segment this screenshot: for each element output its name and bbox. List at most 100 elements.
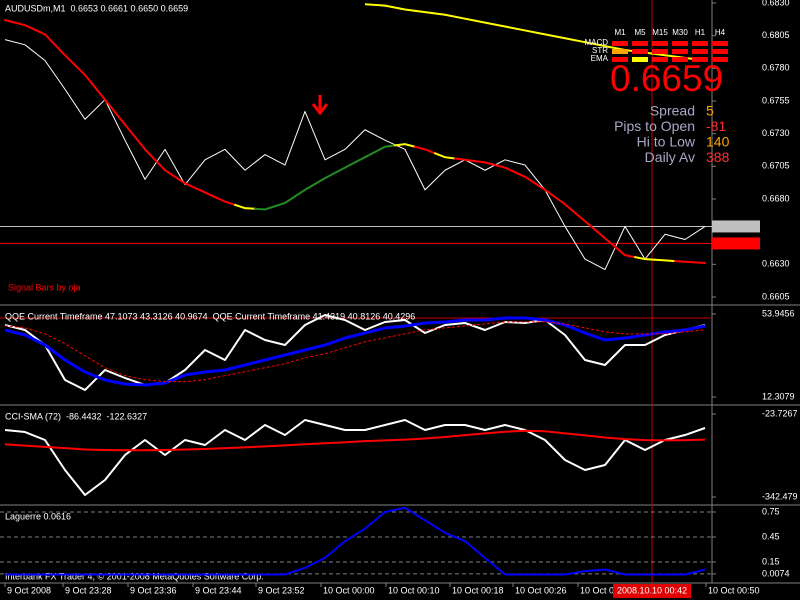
signal-cell	[692, 41, 708, 46]
y-tick-label: 0.6605	[762, 291, 790, 301]
indicator-line-piece	[4, 18, 16, 24]
x-tick-label: 9 Oct 23:36	[130, 585, 177, 595]
y-tick-label: 0.6805	[762, 30, 790, 40]
indicator-line-piece	[334, 161, 356, 174]
x-tick-label: 9 Oct 2008	[7, 585, 51, 595]
signal-cell	[652, 57, 668, 62]
stat-label: Pips to Open	[614, 118, 695, 134]
signal-cell	[672, 49, 688, 54]
panel-title: Laguerre 0.0616	[5, 511, 71, 521]
stat-value: 140	[706, 134, 730, 150]
indicator-line-piece	[514, 171, 536, 185]
indicator-line-piece	[374, 144, 396, 153]
cursor-label: 2008.10.10 00:42	[617, 585, 687, 595]
signal-cell	[712, 57, 728, 62]
y-tick-label: 0.6630	[762, 259, 790, 269]
signal-cell	[712, 49, 728, 54]
panel-title: QQE Current Timeframe 47.1073 43.3126 40…	[5, 311, 415, 321]
signal-cell	[692, 57, 708, 62]
y-tick-label: 0.6780	[762, 63, 790, 73]
signal-arrow	[311, 95, 329, 116]
stat-label: Daily Av	[645, 149, 695, 165]
series-line	[5, 506, 706, 576]
y-tick-label: 0.45	[762, 531, 780, 541]
signal-cell	[672, 57, 688, 62]
y-tick-label: 53.9456	[762, 308, 795, 318]
x-tick-label: 10 Oct 00:50	[708, 585, 760, 595]
y-tick-label: 0.6705	[762, 161, 790, 171]
timeframe-label: H4	[715, 28, 726, 37]
indicator-line-piece	[674, 260, 696, 264]
indicator-line-piece	[54, 43, 76, 67]
indicator-line-piece	[274, 195, 296, 208]
indicator-line-piece	[654, 258, 676, 263]
series-line	[4, 321, 706, 383]
x-tick-label: 10 Oct 00:10	[388, 585, 440, 595]
cursor-label-box	[613, 584, 691, 598]
timeframe-label: M15	[652, 28, 668, 37]
indicator-line-piece	[414, 145, 436, 155]
indicator-line-piece	[354, 150, 376, 164]
timeframe-label: M1	[614, 28, 626, 37]
y-tick-label: 0.6830	[762, 0, 790, 7]
stat-value: -81	[706, 118, 726, 134]
y-tick-label: -23.7267	[762, 408, 798, 418]
indicator-line-piece	[454, 157, 476, 163]
panel-title: AUDUSDm,M1 0.6653 0.6661 0.6650 0.6659	[5, 3, 188, 13]
stat-value: 5	[706, 103, 714, 119]
x-tick-label: 10 Oct 00:26	[515, 585, 567, 595]
x-tick-label: 10 Oct 00:18	[452, 585, 504, 595]
x-tick-label: 9 Oct 23:52	[258, 585, 305, 595]
indicator-line-piece	[94, 86, 116, 114]
indicator-line-piece	[614, 245, 636, 259]
indicator-line-piece	[294, 182, 316, 198]
signal-cell	[632, 49, 648, 54]
indicator-line-piece	[474, 160, 496, 167]
stat-label: Hi to Low	[637, 134, 696, 150]
indicator-line-piece	[314, 171, 336, 185]
indicator-line-piece	[34, 28, 56, 46]
series-line	[4, 39, 706, 271]
indicator-line-piece	[134, 135, 156, 161]
signal-cell	[652, 49, 668, 54]
indicator-line-piece	[494, 164, 516, 174]
x-tick-label: 9 Oct 23:28	[65, 585, 112, 595]
indicator-line-piece	[114, 111, 136, 138]
indicator-line-piece	[394, 143, 416, 148]
indicator-line-piece	[174, 175, 196, 189]
series-line	[4, 316, 706, 387]
series-line	[364, 3, 706, 62]
price-label: 0.6646	[762, 238, 790, 248]
signal-row-label: STR	[592, 46, 608, 55]
indicator-line-piece	[214, 196, 236, 206]
indicator-line-piece	[234, 203, 256, 210]
signal-cell	[612, 41, 628, 46]
indicator-line-piece	[74, 64, 96, 89]
timeframe-label: H1	[695, 28, 706, 37]
y-tick-label: 12.3079	[762, 391, 795, 401]
x-tick-label: 10 Oct 00:00	[323, 585, 375, 595]
signal-cell	[692, 49, 708, 54]
series-line	[4, 314, 706, 391]
series-line	[4, 429, 706, 452]
x-tick-label: 9 Oct 23:44	[195, 585, 242, 595]
y-tick-label: 0.15	[762, 556, 780, 566]
stat-label: Spread	[650, 103, 695, 119]
price-label-box	[712, 237, 760, 250]
y-tick-label: 0.6680	[762, 193, 790, 203]
indicator-line-piece	[194, 186, 216, 199]
stat-value: 388	[706, 149, 730, 165]
signal-row-label: EMA	[591, 54, 609, 63]
y-tick-label: 0.0074	[762, 568, 790, 578]
signal-cell	[652, 41, 668, 46]
signal-row-label: MACD	[584, 38, 608, 47]
timeframe-label: M30	[672, 28, 688, 37]
indicator-line-piece	[154, 158, 176, 178]
y-tick-label: 0.6730	[762, 128, 790, 138]
y-tick-label: 0.75	[762, 506, 780, 516]
price-label-box	[712, 220, 760, 233]
indicator-line-piece	[694, 261, 706, 265]
